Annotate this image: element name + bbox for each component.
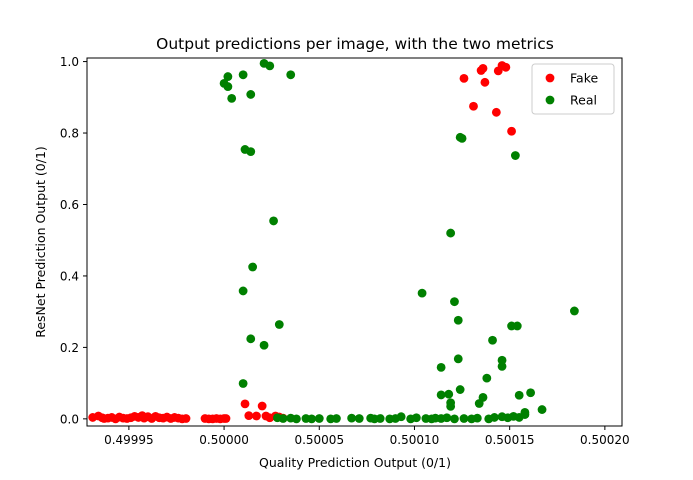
data-point-real-60 (446, 401, 456, 411)
data-point-real-14 (246, 334, 256, 344)
data-point-real-10 (246, 147, 256, 157)
data-point-real-53 (436, 363, 446, 372)
y-tick-label: 1.0 (60, 55, 79, 69)
data-point-real-54 (482, 373, 492, 383)
x-axis-label: Quality Prediction Output (0/1) (259, 455, 451, 470)
data-point-real-55 (455, 385, 465, 394)
data-point-real-34 (396, 412, 406, 422)
data-point-real-72 (472, 413, 482, 423)
data-point-real-51 (497, 355, 507, 365)
data-point-fake-36 (257, 401, 267, 411)
data-point-real-15 (274, 320, 284, 329)
legend-label-fake: Fake (570, 71, 598, 86)
data-point-real-61 (514, 390, 524, 400)
series-fake (88, 61, 516, 424)
x-tick-label: 0.50000 (199, 433, 249, 447)
data-point-fake-47 (491, 107, 501, 117)
data-point-real-12 (248, 262, 258, 272)
data-point-real-43 (417, 288, 427, 298)
data-point-real-23 (307, 414, 317, 424)
legend: Fake Real (531, 63, 615, 115)
data-point-real-50 (453, 354, 463, 364)
data-point-real-2 (223, 82, 233, 91)
data-point-real-27 (347, 413, 357, 423)
data-point-real-41 (510, 151, 520, 160)
data-point-real-3 (227, 93, 237, 103)
data-point-real-69 (450, 414, 459, 424)
data-point-real-19 (278, 414, 288, 423)
x-tick-label: 0.50015 (485, 433, 535, 447)
data-point-real-49 (570, 306, 579, 316)
x-tick-label: 0.49995 (104, 433, 154, 447)
y-axis-label: ResNet Prediction Output (0/1) (33, 146, 48, 338)
data-point-real-45 (453, 315, 463, 325)
data-point-fake-42 (459, 73, 469, 83)
plot-frame (86, 57, 623, 427)
series-real (219, 58, 579, 424)
data-point-real-57 (436, 390, 446, 400)
data-point-fake-50 (501, 62, 511, 72)
data-point-real-40 (457, 133, 467, 143)
data-point-real-16 (259, 340, 269, 350)
data-point-fake-46 (480, 77, 490, 87)
data-point-real-8 (286, 70, 296, 80)
data-point-real-64 (537, 405, 547, 414)
data-point-fake-43 (469, 101, 478, 111)
data-point-fake-51 (507, 126, 516, 136)
data-point-real-58 (444, 389, 454, 399)
y-tick-label: 0.2 (60, 341, 79, 355)
data-point-fake-35 (252, 411, 261, 421)
data-point-real-5 (246, 90, 256, 99)
legend-marker-fake (545, 73, 555, 83)
data-point-real-68 (442, 413, 452, 423)
axis-ticks: 0.49995 0.50000 0.50005 0.50010 0.50015 0.500… (60, 55, 630, 447)
data-point-real-46 (488, 335, 497, 345)
data-point-real-4 (238, 70, 248, 80)
data-point-real-74 (490, 413, 499, 422)
data-point-fake-34 (244, 411, 254, 421)
data-point-real-52 (497, 361, 507, 371)
y-tick-label: 0.6 (60, 198, 79, 212)
data-point-real-63 (474, 399, 484, 408)
x-tick-label: 0.50020 (580, 433, 630, 447)
data-point-fake-45 (478, 63, 488, 73)
legend-marker-real (545, 95, 555, 105)
data-point-real-17 (238, 379, 248, 388)
chart-title: Output predictions per image, with the t… (156, 35, 554, 53)
data-point-real-62 (526, 388, 536, 398)
plot-area (88, 58, 579, 424)
data-point-real-42 (446, 228, 456, 238)
data-point-fake-33 (240, 399, 250, 409)
data-point-fake-32 (221, 414, 231, 423)
data-point-fake-25 (181, 414, 191, 423)
data-point-real-11 (269, 216, 278, 226)
data-point-real-21 (292, 414, 301, 424)
x-tick-label: 0.50010 (390, 433, 440, 447)
legend-label-real: Real (570, 93, 597, 108)
y-tick-label: 0.8 (60, 127, 79, 141)
data-point-real-7 (265, 61, 275, 71)
data-point-real-79 (520, 410, 530, 419)
x-tick-label: 0.50005 (294, 433, 344, 447)
data-point-real-70 (459, 414, 469, 423)
data-point-real-1 (223, 72, 233, 81)
y-tick-label: 0.0 (60, 412, 79, 426)
data-point-real-24 (314, 414, 324, 423)
data-point-real-31 (375, 414, 385, 423)
data-point-real-13 (238, 286, 248, 296)
data-point-real-28 (354, 414, 364, 423)
data-point-real-26 (332, 414, 341, 423)
y-tick-label: 0.4 (60, 269, 79, 283)
data-point-real-48 (512, 321, 522, 331)
data-point-real-36 (411, 413, 421, 423)
data-point-real-44 (450, 297, 459, 307)
